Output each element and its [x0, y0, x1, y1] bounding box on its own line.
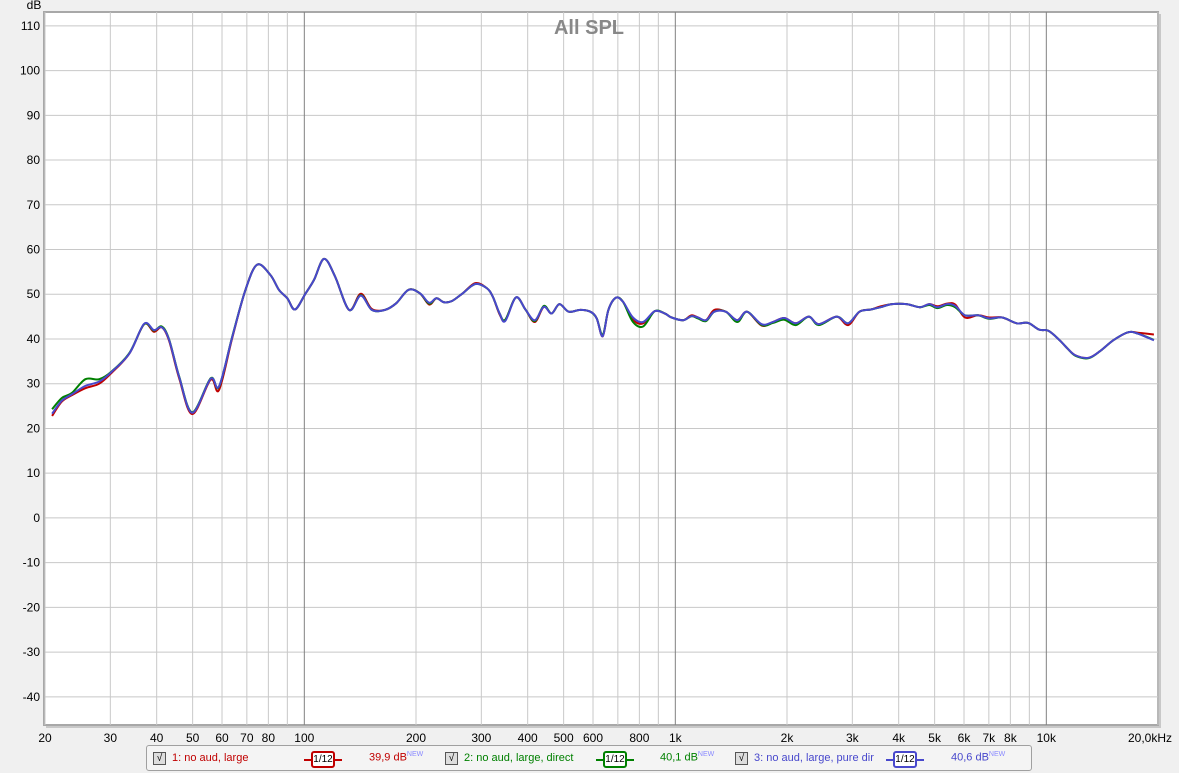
x-tick-label: 4k: [892, 731, 906, 745]
x-tick-label: 1k: [669, 731, 683, 745]
y-tick-label: 100: [20, 64, 40, 78]
smoothing-label: 1/12: [313, 754, 333, 765]
y-tick-label: -10: [23, 556, 41, 570]
y-tick-label: 110: [21, 19, 40, 33]
series-line-3: [51, 257, 1155, 415]
new-badge: NEW: [697, 751, 715, 758]
x-tick-label: 20: [38, 731, 52, 745]
plot-area[interactable]: [43, 11, 1159, 726]
x-tick-label: 6k: [958, 731, 972, 745]
x-tick-label: 300: [471, 731, 491, 745]
y-tick-label: 20: [27, 421, 41, 435]
x-tick-label: 10k: [1037, 731, 1057, 745]
chart-title: All SPL: [554, 17, 624, 39]
new-badge: NEW: [988, 751, 1006, 758]
curves: [51, 257, 1155, 417]
x-tick-label: 7k: [983, 731, 997, 745]
y-tick-label: 10: [27, 466, 41, 480]
legend: √ 1: no aud, large 1/12 39,9 dBNEW √ 2: …: [146, 745, 1032, 771]
x-tick-label: 500: [554, 731, 574, 745]
y-tick-label: 80: [27, 153, 41, 167]
x-tick-label: 100: [294, 731, 314, 745]
x-tick-label: 20,0kHz: [1128, 731, 1172, 745]
smoothing-label: 1/12: [605, 754, 625, 765]
x-tick-label: 3k: [846, 731, 860, 745]
new-badge: NEW: [406, 751, 424, 758]
level-value: 39,9 dB: [369, 751, 407, 764]
legend-item-3[interactable]: √ 3: no aud, large, pure dir: [735, 746, 874, 770]
smoothing-button[interactable]: 1/12: [596, 751, 634, 768]
level-value: 40,6 dB: [951, 751, 989, 764]
checkbox-icon[interactable]: √: [153, 751, 166, 765]
x-tick-label: 30: [104, 731, 118, 745]
y-tick-label: -30: [23, 645, 41, 659]
y-tick-label: -20: [23, 600, 41, 614]
y-tick-label: 70: [27, 198, 41, 212]
legend-level: 40,6 dBNEW: [951, 751, 1005, 764]
y-tick-label: 30: [27, 377, 41, 391]
x-tick-label: 800: [629, 731, 649, 745]
legend-label: 2: no aud, large, direct: [464, 752, 574, 764]
x-tick-label: 8k: [1004, 731, 1018, 745]
smoothing-button[interactable]: 1/12: [304, 751, 342, 768]
legend-label: 3: no aud, large, pure dir: [754, 752, 874, 764]
x-tick-label: 200: [406, 731, 426, 745]
x-tick-label: 400: [518, 731, 538, 745]
y-tick-label: 40: [27, 332, 41, 346]
y-tick-label: 0: [33, 511, 40, 525]
y-axis-label: dB: [27, 0, 42, 12]
legend-level: 39,9 dBNEW: [369, 751, 423, 764]
x-tick-label: 80: [262, 731, 276, 745]
grid: [44, 12, 1159, 725]
y-tick-label: 50: [27, 287, 41, 301]
x-tick-label: 600: [583, 731, 603, 745]
x-tick-label: 60: [215, 731, 229, 745]
y-tick-label: 60: [27, 243, 41, 257]
y-tick-label: 90: [27, 108, 41, 122]
legend-label: 1: no aud, large: [172, 752, 249, 764]
smoothing-button[interactable]: 1/12: [886, 751, 924, 768]
legend-level: 40,1 dBNEW: [660, 751, 714, 764]
smoothing-label: 1/12: [895, 754, 915, 765]
x-tick-label: 70: [240, 731, 254, 745]
legend-item-1[interactable]: √ 1: no aud, large: [153, 746, 248, 770]
legend-item-2[interactable]: √ 2: no aud, large, direct: [445, 746, 573, 770]
level-value: 40,1 dB: [660, 751, 698, 764]
x-tick-label: 2k: [781, 731, 795, 745]
y-tick-label: -40: [23, 690, 41, 704]
x-axis-ticks: 20 30 40 50 60 70 80 100 200 300 400 500 600 800 1k 2k 3…: [38, 731, 1172, 745]
x-tick-label: 50: [186, 731, 200, 745]
checkbox-icon[interactable]: √: [735, 751, 748, 765]
x-tick-label: 40: [150, 731, 164, 745]
x-tick-label: 5k: [928, 731, 942, 745]
checkbox-icon[interactable]: √: [445, 751, 458, 765]
